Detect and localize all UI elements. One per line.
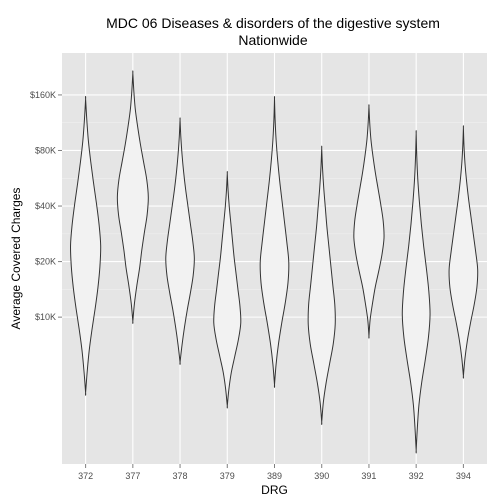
x-tick-label: 391 (361, 471, 376, 481)
violin-392 (401, 130, 431, 454)
x-tick-label: 372 (78, 471, 93, 481)
y-tick-label: $80K (35, 145, 56, 155)
y-axis: $10K $20K $40K $80K $160K (30, 90, 62, 322)
x-axis-title: DRG (261, 483, 288, 497)
y-axis-title: Average Covered Charges (9, 188, 23, 330)
violin-378 (165, 117, 195, 365)
x-tick-label: 392 (409, 471, 424, 481)
x-tick-label: 377 (125, 471, 140, 481)
x-tick-label: 389 (267, 471, 282, 481)
x-tick-label: 394 (456, 471, 471, 481)
x-axis: 372 377 378 379 389 390 391 392 394 (78, 464, 471, 481)
y-tick-label: $10K (35, 312, 56, 322)
violins (70, 70, 479, 454)
violin-372 (70, 95, 102, 396)
violin-379 (213, 170, 242, 409)
violin-377 (116, 70, 149, 324)
y-tick-label: $40K (35, 201, 56, 211)
violin-391 (353, 104, 385, 339)
chart-title: MDC 06 Diseases & disorders of the diges… (106, 15, 440, 31)
violin-394 (448, 125, 479, 379)
x-tick-label: 390 (314, 471, 329, 481)
y-tick-label: $160K (30, 90, 56, 100)
y-tick-label: $20K (35, 257, 56, 267)
chart-subtitle: Nationwide (238, 32, 307, 48)
violin-389 (259, 95, 290, 388)
violin-390 (307, 145, 336, 426)
x-tick-label: 378 (173, 471, 188, 481)
x-tick-label: 379 (220, 471, 235, 481)
